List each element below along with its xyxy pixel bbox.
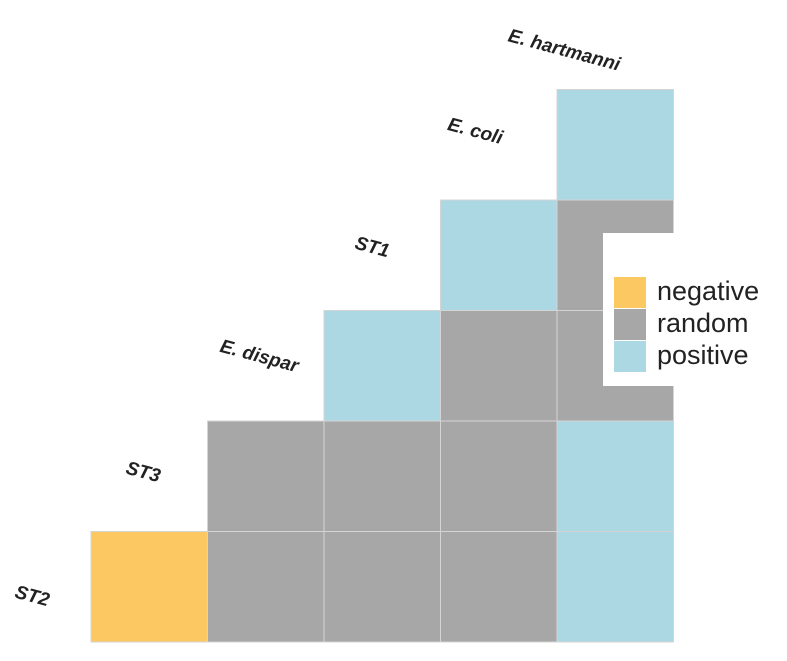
cell-positive (323, 310, 441, 422)
species-label: E. hartmanni (506, 25, 623, 75)
species-label: ST2 (13, 582, 53, 611)
species-label: E. dispar (218, 336, 303, 377)
cell-positive (556, 89, 674, 201)
cell-random (440, 310, 558, 422)
legend-swatch-positive (614, 341, 646, 372)
species-label: ST1 (353, 233, 392, 262)
cell-random (207, 420, 325, 532)
legend-swatch-negative (614, 277, 646, 308)
cell-positive (556, 420, 674, 532)
cell-random (440, 420, 558, 532)
cell-positive (440, 199, 558, 311)
cell-negative (90, 531, 208, 643)
species-label: E. coli (445, 114, 505, 149)
legend-label-positive: positive (657, 340, 749, 370)
cell-random (323, 420, 441, 532)
cell-random (207, 531, 325, 643)
cell-random (323, 531, 441, 643)
cell-random (440, 531, 558, 643)
legend-swatch-random (614, 309, 646, 340)
legend-label-negative: negative (657, 276, 759, 306)
species-label: ST3 (124, 458, 164, 487)
legend-label-random: random (657, 308, 749, 338)
cell-positive (556, 531, 674, 643)
matrix-cells (90, 89, 674, 643)
